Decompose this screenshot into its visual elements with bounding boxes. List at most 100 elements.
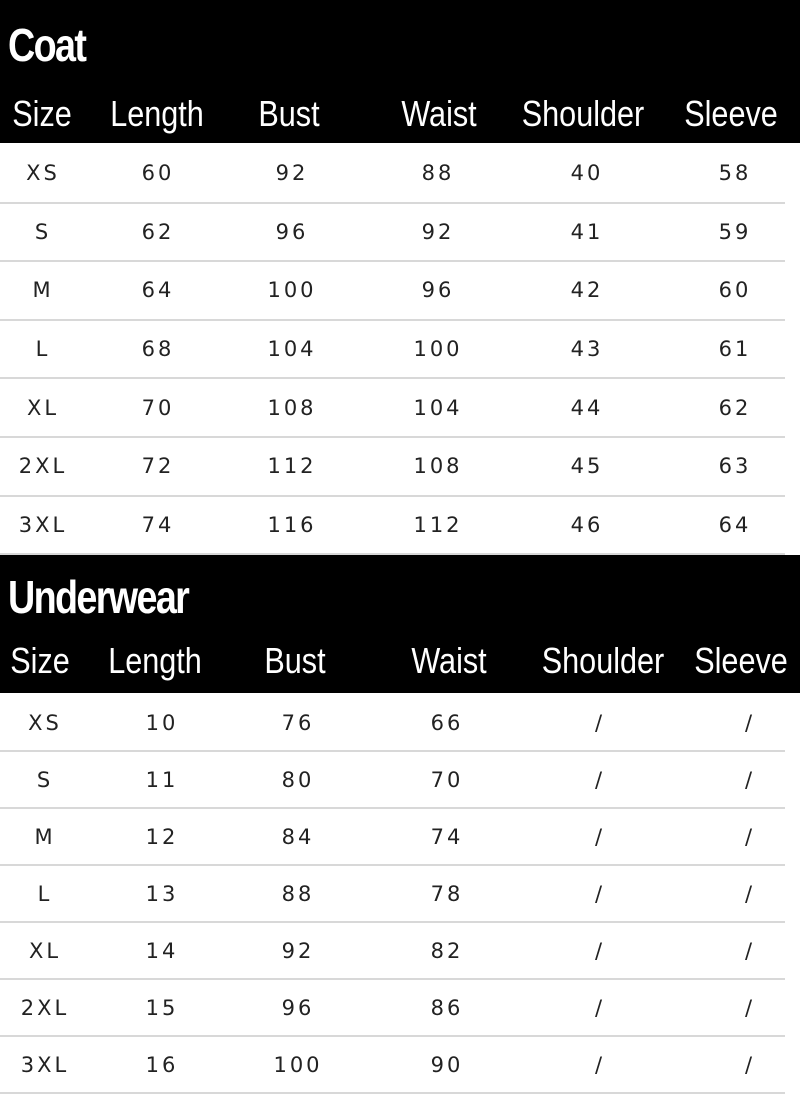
cell-size: XL bbox=[26, 395, 60, 420]
cell-size: L bbox=[35, 337, 51, 362]
table-row: XS 60 92 88 40 58 bbox=[0, 145, 785, 204]
cell-length: 64 bbox=[141, 278, 175, 303]
table-row: 2XL 15 96 86 / / bbox=[0, 980, 785, 1037]
table-row: XL 14 92 82 / / bbox=[0, 923, 785, 980]
cell-bust: 112 bbox=[267, 454, 317, 479]
cell-bust: 96 bbox=[275, 219, 309, 244]
cell-sleeve: 59 bbox=[718, 219, 752, 244]
cell-size: L bbox=[37, 881, 53, 906]
cell-sleeve: 61 bbox=[718, 337, 752, 362]
cell-waist: 74 bbox=[430, 824, 464, 849]
cell-size: S bbox=[36, 767, 54, 792]
cell-bust: 100 bbox=[267, 278, 317, 303]
column-header-length: Length bbox=[110, 93, 204, 134]
cell-sleeve: / bbox=[744, 710, 756, 735]
cell-length: 70 bbox=[141, 395, 175, 420]
cell-shoulder: 43 bbox=[570, 337, 604, 362]
cell-waist: 90 bbox=[430, 1052, 464, 1077]
cell-waist: 70 bbox=[430, 767, 464, 792]
cell-length: 60 bbox=[141, 161, 175, 186]
underwear-header-band: Underwear Size Length Bust Waist Shoulder Slee… bbox=[0, 555, 800, 693]
cell-bust: 84 bbox=[281, 824, 315, 849]
cell-bust: 92 bbox=[275, 161, 309, 186]
cell-size: XS bbox=[26, 161, 60, 186]
cell-waist: 92 bbox=[421, 219, 455, 244]
column-header-bust: Bust bbox=[258, 93, 320, 134]
cell-sleeve: / bbox=[744, 938, 756, 963]
cell-sleeve: / bbox=[744, 881, 756, 906]
column-header-waist: Waist bbox=[401, 93, 477, 134]
cell-length: 15 bbox=[145, 995, 179, 1020]
cell-sleeve: / bbox=[744, 1052, 756, 1077]
cell-bust: 116 bbox=[267, 512, 317, 537]
cell-length: 13 bbox=[145, 881, 179, 906]
cell-shoulder: / bbox=[594, 881, 606, 906]
table-row: M 12 84 74 / / bbox=[0, 809, 785, 866]
cell-length: 72 bbox=[141, 454, 175, 479]
cell-shoulder: 46 bbox=[570, 512, 604, 537]
column-header-size: Size bbox=[10, 640, 70, 681]
table-row: XL 70 108 104 44 62 bbox=[0, 379, 785, 438]
cell-bust: 104 bbox=[267, 337, 317, 362]
cell-bust: 76 bbox=[281, 710, 315, 735]
cell-shoulder: 40 bbox=[570, 161, 604, 186]
cell-bust: 92 bbox=[281, 938, 315, 963]
cell-bust: 108 bbox=[267, 395, 317, 420]
cell-size: S bbox=[34, 219, 52, 244]
cell-sleeve: 58 bbox=[718, 161, 752, 186]
table-row: 3XL 16 100 90 / / bbox=[0, 1037, 785, 1094]
cell-bust: 96 bbox=[281, 995, 315, 1020]
cell-length: 68 bbox=[141, 337, 175, 362]
table-row: XS 10 76 66 / / bbox=[0, 695, 785, 752]
cell-sleeve: / bbox=[744, 824, 756, 849]
column-header-shoulder: Shoulder bbox=[541, 640, 665, 681]
cell-shoulder: / bbox=[594, 824, 606, 849]
coat-header-band: Coat Size Length Bust Waist Shoulder Sleeve bbox=[0, 0, 800, 143]
cell-waist: 66 bbox=[430, 710, 464, 735]
table-row: L 13 88 78 / / bbox=[0, 866, 785, 923]
table-row: S 11 80 70 / / bbox=[0, 752, 785, 809]
cell-waist: 108 bbox=[413, 454, 463, 479]
cell-sleeve: 64 bbox=[718, 512, 752, 537]
cell-shoulder: 41 bbox=[570, 219, 604, 244]
cell-waist: 100 bbox=[413, 337, 463, 362]
cell-waist: 96 bbox=[421, 278, 455, 303]
underwear-title: Underwear bbox=[8, 571, 190, 623]
cell-sleeve: / bbox=[744, 995, 756, 1020]
table-row: 2XL 72 112 108 45 63 bbox=[0, 438, 785, 497]
cell-shoulder: / bbox=[594, 995, 606, 1020]
cell-size: XS bbox=[28, 710, 62, 735]
column-header-sleeve: Sleeve bbox=[684, 93, 778, 134]
column-header-length: Length bbox=[108, 640, 202, 681]
cell-shoulder: 44 bbox=[570, 395, 604, 420]
cell-sleeve: / bbox=[744, 767, 756, 792]
cell-sleeve: 60 bbox=[718, 278, 752, 303]
cell-shoulder: 42 bbox=[570, 278, 604, 303]
cell-shoulder: / bbox=[594, 1052, 606, 1077]
column-header-bust: Bust bbox=[264, 640, 326, 681]
column-header-size: Size bbox=[12, 93, 72, 134]
cell-sleeve: 63 bbox=[718, 454, 752, 479]
cell-bust: 80 bbox=[281, 767, 315, 792]
cell-waist: 104 bbox=[413, 395, 463, 420]
cell-length: 62 bbox=[141, 219, 175, 244]
table-row: 3XL 74 116 112 46 64 bbox=[0, 497, 785, 556]
column-header-waist: Waist bbox=[411, 640, 487, 681]
cell-bust: 100 bbox=[273, 1052, 323, 1077]
cell-length: 14 bbox=[145, 938, 179, 963]
column-header-shoulder: Shoulder bbox=[521, 93, 645, 134]
cell-shoulder: / bbox=[594, 767, 606, 792]
cell-waist: 82 bbox=[430, 938, 464, 963]
cell-waist: 86 bbox=[430, 995, 464, 1020]
cell-bust: 88 bbox=[281, 881, 315, 906]
cell-sleeve: 62 bbox=[718, 395, 752, 420]
cell-shoulder: 45 bbox=[570, 454, 604, 479]
cell-length: 11 bbox=[145, 767, 179, 792]
table-row: S 62 96 92 41 59 bbox=[0, 204, 785, 263]
cell-size: XL bbox=[28, 938, 62, 963]
cell-length: 16 bbox=[145, 1052, 179, 1077]
cell-size: 2XL bbox=[18, 454, 68, 479]
cell-shoulder: / bbox=[594, 710, 606, 735]
cell-length: 10 bbox=[145, 710, 179, 735]
column-header-sleeve: Sleeve bbox=[694, 640, 788, 681]
